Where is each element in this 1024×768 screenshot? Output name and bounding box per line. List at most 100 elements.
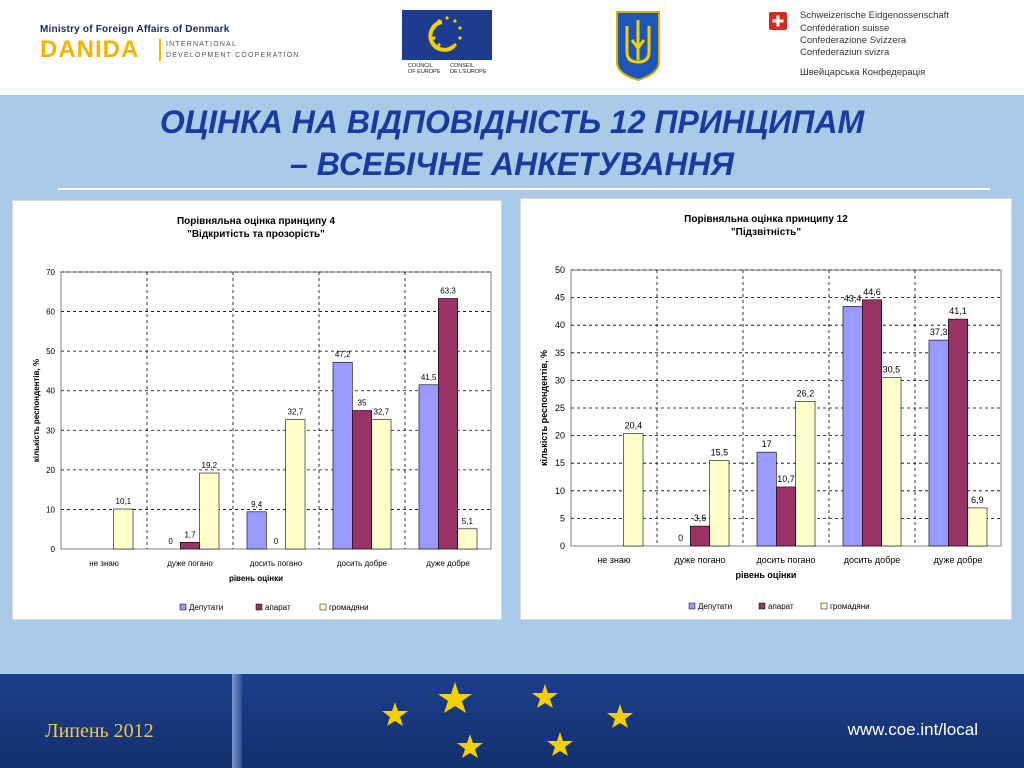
chart-principle-4: Порівняльна оцінка принципу 4 "Відкритіст…	[12, 200, 502, 620]
bar-Депутати	[756, 451, 777, 547]
y-tick-label: 50	[46, 347, 55, 356]
y-tick-label: 70	[46, 268, 55, 277]
footer-url-link[interactable]: www.coe.int/local	[847, 720, 978, 739]
ukraine-trident-icon	[613, 10, 663, 82]
coe-text-en: COUNCIL OF EUROPE	[408, 63, 441, 75]
x-tick-label: не знаю	[597, 555, 631, 565]
data-label: 37,3	[930, 327, 948, 337]
y-tick-label: 20	[46, 466, 55, 475]
data-label: 10,7	[777, 474, 795, 484]
legend-swatch-апарат	[255, 603, 263, 611]
legend-label-апарат: апарат	[768, 602, 794, 611]
x-tick-label: дуже погано	[167, 559, 213, 568]
data-label: 6,9	[971, 495, 984, 505]
danida-subtitle-2: DEVELOPMENT COOPERATION	[166, 52, 300, 59]
y-tick-label: 25	[555, 403, 565, 413]
legend-swatch-апарат	[758, 602, 766, 610]
chart-principle-12: Порівняльна оцінка принципу 12 "Підзвітні…	[520, 198, 1012, 620]
x-tick-label: дуже добре	[934, 555, 983, 565]
title-underline	[58, 188, 990, 190]
y-tick-label: 5	[560, 513, 565, 523]
data-label: 5,1	[462, 517, 474, 526]
footer-eu-flag-band	[0, 674, 1024, 768]
legend-label-Депутати: Депутати	[698, 602, 732, 611]
y-tick-label: 40	[46, 387, 55, 396]
chart-title: Порівняльна оцінка принципу 4	[177, 216, 336, 227]
swiss-line-4: Confederaziun svizra	[800, 47, 890, 58]
chart-principle-4-svg: Порівняльна оцінка принципу 4 "Відкритіст…	[32, 216, 492, 612]
data-label: 41,1	[949, 306, 967, 316]
bar-громадяни	[967, 507, 988, 547]
coe-text-fr: CONSEIL DE L'EUROPE	[450, 63, 487, 75]
slide-title-line-2: – ВСЕБІЧНЕ АНКЕТУВАННЯ	[290, 146, 734, 182]
data-label: 44,6	[863, 287, 881, 297]
chart-subtitle: "Підзвітність"	[731, 227, 801, 238]
eu-stars-icon	[382, 682, 633, 758]
y-tick-label: 35	[555, 348, 565, 358]
bar-апарат	[438, 298, 458, 550]
data-label: 47,2	[335, 350, 351, 359]
bar-громадяни	[795, 401, 816, 547]
data-label: 1,7	[184, 530, 196, 539]
data-label: 32,7	[288, 408, 304, 417]
y-tick-label: 60	[46, 308, 55, 317]
swiss-line-1: Schweizerische Eidgenossenschaft	[800, 10, 949, 21]
data-label: 15,5	[711, 447, 729, 457]
header-divider	[0, 92, 1024, 95]
y-tick-label: 0	[51, 545, 56, 554]
x-axis-label: рівень оцінки	[736, 570, 797, 580]
council-of-europe-logo: COUNCIL OF EUROPE CONSEIL DE L'EUROPE	[402, 10, 492, 82]
x-tick-label: досить погано	[250, 559, 303, 568]
bar-Депутати	[928, 339, 949, 547]
legend-label-громадяни: громадяни	[830, 602, 870, 611]
legend-swatch-громадяни	[820, 602, 828, 610]
data-label: 30,5	[883, 365, 901, 375]
data-label: 32,7	[374, 408, 390, 417]
data-label: 0	[678, 533, 683, 543]
bar-Депутати	[246, 511, 267, 550]
bar-громадяни	[199, 472, 220, 550]
bar-апарат	[862, 299, 882, 547]
data-label: 35	[358, 399, 367, 408]
chart-principle-12-svg: Порівняльна оцінка принципу 12 "Підзвітні…	[539, 214, 1002, 611]
x-tick-label: дуже погано	[674, 555, 725, 565]
x-tick-label: досить добре	[844, 555, 901, 565]
bar-громадяни	[457, 528, 478, 550]
data-label: 10,1	[116, 497, 132, 506]
legend-label-Депутати: Депутати	[189, 603, 223, 612]
coe-flag-icon	[402, 10, 492, 60]
chart-subtitle: "Відкритість та прозорість"	[187, 229, 325, 240]
data-label: 0	[274, 537, 279, 546]
x-axis-label: рівень оцінки	[229, 574, 283, 583]
data-label: 26,2	[797, 388, 815, 398]
danida-logo-text: DANIDA	[40, 36, 140, 63]
x-tick-label: дуже добре	[426, 559, 470, 568]
data-label: 43,4	[844, 293, 862, 303]
bar-Депутати	[332, 361, 353, 550]
slide-title-line-1: ОЦІНКА НА ВІДПОВІДНІСТЬ 12 ПРИНЦИПАМ	[159, 104, 865, 140]
y-tick-label: 15	[555, 458, 565, 468]
y-tick-label: 40	[555, 320, 565, 330]
legend-swatch-громадяни	[319, 603, 327, 611]
bar-Депутати	[418, 384, 439, 550]
legend-label-громадяни: громадяни	[329, 603, 369, 612]
x-tick-label: досить погано	[756, 555, 815, 565]
danida-ministry-text: Ministry of Foreign Affairs of Denmark	[40, 24, 230, 35]
bar-апарат	[180, 541, 200, 550]
y-tick-label: 10	[555, 486, 565, 496]
data-label: 17	[762, 439, 772, 449]
bar-апарат	[776, 486, 796, 547]
bar-громадяни	[709, 460, 730, 547]
flag-pole	[232, 674, 242, 768]
legend-swatch-Депутати	[179, 603, 187, 611]
bar-громадяни	[623, 433, 644, 547]
danida-separator	[159, 39, 161, 61]
data-label: 0	[168, 537, 173, 546]
data-label: 41,5	[421, 373, 437, 382]
y-tick-label: 0	[560, 541, 565, 551]
danida-subtitle-1: INTERNATIONAL	[166, 41, 238, 48]
y-tick-label: 30	[555, 375, 565, 385]
swiss-line-2: Confédération suisse	[800, 23, 890, 34]
chart-title: Порівняльна оцінка принципу 12	[684, 214, 848, 225]
y-axis-label: кількість респондентів, %	[32, 359, 41, 462]
